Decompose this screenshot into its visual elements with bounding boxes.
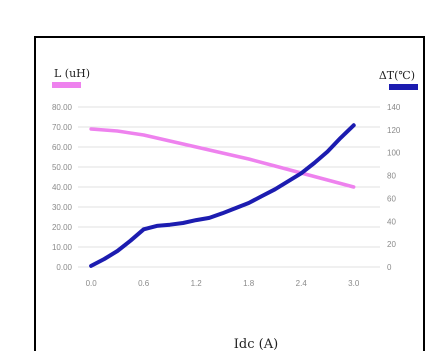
y-right-tick-label: 0 <box>387 263 392 272</box>
y-right-tick-label: 80 <box>387 172 396 181</box>
x-tick-label: 0.6 <box>138 279 150 288</box>
x-tick-label: 1.2 <box>191 279 203 288</box>
y-right-tick-label: 100 <box>387 149 401 158</box>
y-left-tick-label: 10.00 <box>52 243 73 252</box>
y-left-tick-label: 40.00 <box>52 183 73 192</box>
chart-frame: 0.00 10.00 20.00 30.00 40.00 50.00 60.00 70.00 8… <box>34 36 425 352</box>
y-left-tick-label: 30.00 <box>52 203 73 212</box>
right-legend-swatch <box>389 84 418 90</box>
y-left-tick-label: 70.00 <box>52 123 73 132</box>
y-left-tick-label: 60.00 <box>52 143 73 152</box>
chart-svg: 0.0010.0020.0030.0040.0050.0060.0070.008… <box>52 67 418 352</box>
left-legend-swatch <box>52 82 81 88</box>
x-tick-label: 3.0 <box>348 279 360 288</box>
y-left-tick-label: 50.00 <box>52 163 73 172</box>
y-right-tick-label: 60 <box>387 194 396 203</box>
y-left-tick-label: 80.00 <box>52 103 73 112</box>
series-line-inductance <box>89 127 356 189</box>
x-tick-label: 1.8 <box>243 279 255 288</box>
right-legend-label: ΔT(℃) <box>379 69 415 82</box>
series-line-temperature <box>89 123 356 268</box>
y-right-tick-label: 140 <box>387 103 401 112</box>
y-left-tick-label: 0.00 <box>56 263 72 272</box>
x-tick-label: 0.0 <box>86 279 98 288</box>
y-right-tick-label: 120 <box>387 126 401 135</box>
left-legend-label: L (uH) <box>54 67 90 80</box>
y-left-tick-label: 20.00 <box>52 223 73 232</box>
y-right-tick-label: 40 <box>387 217 396 226</box>
x-axis-title: Idc (A) <box>234 337 278 351</box>
y-right-tick-label: 20 <box>387 240 396 249</box>
x-tick-label: 2.4 <box>296 279 308 288</box>
